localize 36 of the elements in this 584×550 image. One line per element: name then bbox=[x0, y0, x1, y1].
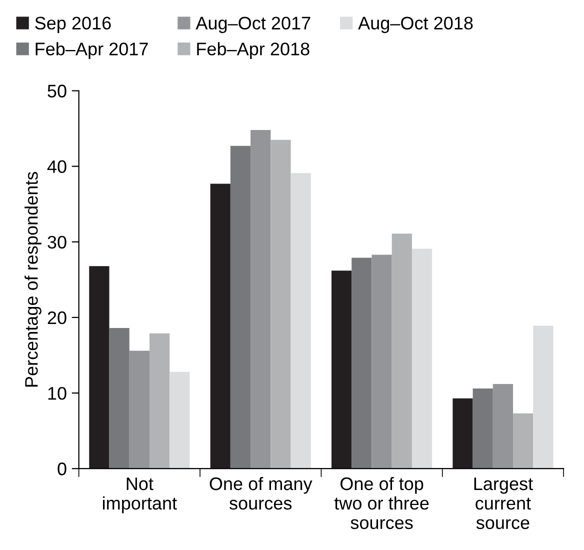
bar bbox=[89, 266, 110, 469]
bar bbox=[109, 328, 130, 469]
bar bbox=[332, 270, 352, 469]
legend-label: Sep 2016 bbox=[35, 16, 111, 34]
y-axis-title: Percentage of respondents bbox=[24, 172, 42, 387]
bar bbox=[352, 258, 372, 469]
x-tick-label: Not important bbox=[103, 478, 177, 514]
x-tick-label: Largest current source bbox=[474, 478, 533, 530]
x-tick-label: One of top two or three sources bbox=[334, 476, 429, 530]
bar bbox=[250, 130, 271, 469]
bar bbox=[170, 372, 190, 469]
y-tick-label: 0 bbox=[58, 462, 66, 476]
y-tick-label: 10 bbox=[48, 386, 66, 400]
legend-label: Aug–Oct 2017 bbox=[196, 16, 310, 34]
bar bbox=[533, 326, 554, 469]
bar bbox=[472, 388, 493, 469]
y-tick-label: 40 bbox=[47, 160, 66, 174]
legend-label: Aug–Oct 2018 bbox=[358, 16, 473, 34]
bar bbox=[513, 413, 534, 469]
bar bbox=[392, 234, 412, 469]
bar bbox=[452, 398, 473, 469]
bar bbox=[372, 254, 392, 469]
bar bbox=[412, 248, 432, 469]
x-tick-label: One of many sources bbox=[210, 476, 312, 510]
legend-label: Feb–Apr 2018 bbox=[197, 42, 310, 59]
legend-label: Feb–Apr 2017 bbox=[36, 42, 148, 59]
bar bbox=[230, 146, 251, 469]
y-tick-label: 50 bbox=[48, 84, 66, 98]
y-tick-label: 20 bbox=[48, 311, 66, 324]
bar bbox=[290, 173, 311, 469]
bar bbox=[270, 140, 291, 469]
bar bbox=[492, 384, 514, 469]
bar bbox=[129, 350, 150, 469]
y-tick-label: 30 bbox=[48, 236, 66, 249]
bar bbox=[210, 184, 230, 469]
bar bbox=[149, 333, 170, 469]
